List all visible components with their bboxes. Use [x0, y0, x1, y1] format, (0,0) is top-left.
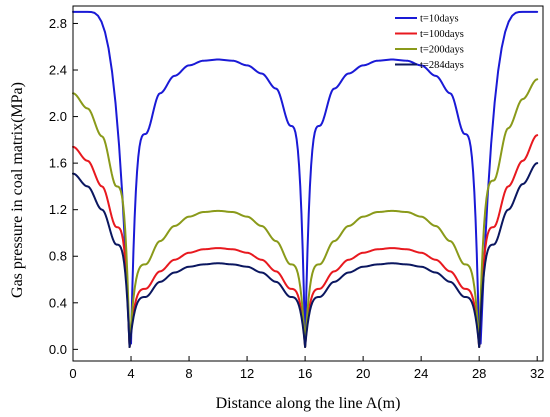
x-tick-label: 16: [298, 366, 312, 381]
y-axis-ticks: 0.0 0.4 0.8 1.2 1.6 2.0 2.4 2.8: [49, 16, 78, 357]
y-tick-label: 0.4: [49, 295, 67, 310]
x-tick-label: 4: [127, 366, 134, 381]
legend-label-2: t=100days: [420, 29, 464, 40]
plot-frame: [72, 5, 544, 362]
series-line-4: [72, 162, 539, 349]
legend-label-3: t=200days: [420, 45, 464, 56]
y-tick-label: 2.4: [49, 63, 67, 78]
legend: t=10days t=100days t=200days t=284days: [395, 14, 464, 71]
x-tick-label: 20: [356, 366, 370, 381]
y-tick-label: 2.0: [49, 109, 67, 124]
y-tick-label: 0.0: [49, 342, 67, 357]
x-tick-label: 32: [530, 366, 544, 381]
x-tick-label: 0: [69, 366, 76, 381]
x-axis-ticks: 0 4 8 12 16 20 24 28 32: [69, 356, 544, 381]
x-axis-title: Distance along the line A(m): [216, 395, 401, 412]
y-tick-label: 2.8: [49, 16, 67, 31]
y-tick-label: 1.6: [49, 156, 67, 171]
x-tick-label: 8: [185, 366, 192, 381]
x-tick-label: 28: [472, 366, 486, 381]
x-tick-label: 24: [414, 366, 428, 381]
x-tick-label: 12: [240, 366, 254, 381]
y-tick-label: 1.2: [49, 202, 67, 217]
plot-series: [72, 10, 539, 349]
legend-label-4: t=284days: [420, 60, 464, 71]
legend-label-1: t=10days: [420, 14, 459, 25]
y-tick-label: 0.8: [49, 249, 67, 264]
y-axis-title: Gas pressure in coal matrix(MPa): [9, 82, 26, 298]
